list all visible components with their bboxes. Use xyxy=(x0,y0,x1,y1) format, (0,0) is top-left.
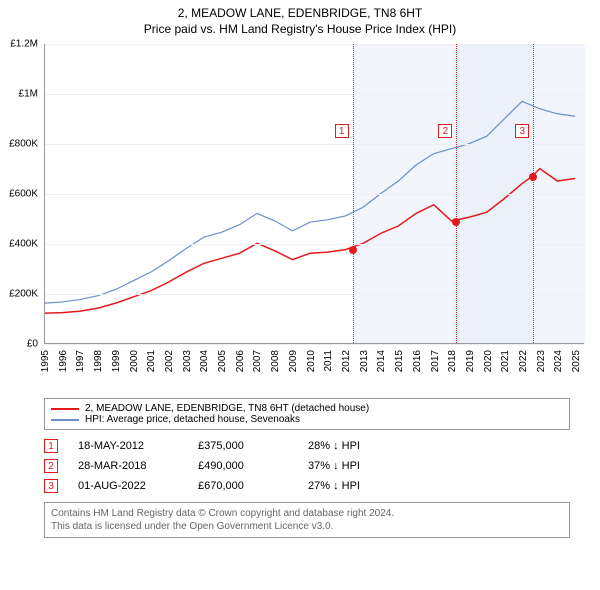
gridline-h xyxy=(45,344,584,345)
y-tick-label: £800K xyxy=(9,139,38,150)
x-tick-label: 2020 xyxy=(483,350,494,372)
x-tick-label: 1998 xyxy=(93,350,104,372)
legend-label: HPI: Average price, detached house, Seve… xyxy=(85,414,300,425)
row-date: 18-MAY-2012 xyxy=(78,440,178,452)
x-tick-label: 1995 xyxy=(40,350,51,372)
x-tick-label: 2019 xyxy=(465,350,476,372)
y-tick-label: £0 xyxy=(27,339,38,350)
x-axis: 1995199619971998199920002001200220032004… xyxy=(44,346,584,390)
gridline-h xyxy=(45,294,584,295)
legend: 2, MEADOW LANE, EDENBRIDGE, TN8 6HT (det… xyxy=(44,398,570,430)
title-line1: 2, MEADOW LANE, EDENBRIDGE, TN8 6HT xyxy=(0,6,600,20)
event-marker: 3 xyxy=(515,124,529,138)
y-tick-label: £1.2M xyxy=(10,39,38,50)
x-tick-label: 1997 xyxy=(75,350,86,372)
row-marker: 3 xyxy=(44,479,58,493)
x-tick-label: 2023 xyxy=(536,350,547,372)
x-tick-label: 2011 xyxy=(323,350,334,372)
x-tick-label: 2010 xyxy=(306,350,317,372)
legend-swatch xyxy=(51,408,79,410)
event-marker: 1 xyxy=(335,124,349,138)
x-tick-label: 2000 xyxy=(129,350,140,372)
footer-line2: This data is licensed under the Open Gov… xyxy=(51,520,563,533)
x-tick-label: 2017 xyxy=(430,350,441,372)
y-axis: £0£200K£400K£600K£800K£1M£1.2M xyxy=(0,44,42,344)
x-tick-label: 2022 xyxy=(518,350,529,372)
x-tick-label: 2015 xyxy=(394,350,405,372)
x-tick-label: 2018 xyxy=(447,350,458,372)
x-tick-label: 2008 xyxy=(270,350,281,372)
x-tick-label: 2003 xyxy=(182,350,193,372)
x-tick-label: 2012 xyxy=(341,350,352,372)
gridline-h xyxy=(45,244,584,245)
y-tick-label: £1M xyxy=(19,89,38,100)
x-tick-label: 2021 xyxy=(500,350,511,372)
x-tick-label: 2024 xyxy=(553,350,564,372)
table-row: 3 01-AUG-2022 £670,000 27% ↓ HPI xyxy=(44,476,570,496)
gridline-h xyxy=(45,144,584,145)
x-tick-label: 2025 xyxy=(571,350,582,372)
chart: £0 £200K £400K £600K £800K £1M £1.2M 1 2 3 1995 1… xyxy=(0,36,600,396)
event-vline xyxy=(456,44,457,343)
row-date: 01-AUG-2022 xyxy=(78,480,178,492)
legend-swatch xyxy=(51,419,79,421)
transaction-dot xyxy=(529,173,537,181)
y-tick-label: £600K xyxy=(9,189,38,200)
title-block: 2, MEADOW LANE, EDENBRIDGE, TN8 6HT Pric… xyxy=(0,0,600,36)
row-price: £490,000 xyxy=(198,460,288,472)
gridline-h xyxy=(45,44,584,45)
event-marker: 2 xyxy=(438,124,452,138)
table-row: 1 18-MAY-2012 £375,000 28% ↓ HPI xyxy=(44,436,570,456)
x-tick-label: 2002 xyxy=(164,350,175,372)
series-hpi xyxy=(45,101,575,303)
x-tick-label: 1999 xyxy=(111,350,122,372)
x-tick-label: 2013 xyxy=(359,350,370,372)
transaction-dot xyxy=(349,246,357,254)
x-tick-label: 2006 xyxy=(235,350,246,372)
gridline-h xyxy=(45,94,584,95)
x-tick-label: 2007 xyxy=(252,350,263,372)
footer: Contains HM Land Registry data © Crown c… xyxy=(44,502,570,538)
series-property xyxy=(45,169,575,314)
plot-area: 1 2 3 xyxy=(44,44,584,344)
transaction-dot xyxy=(452,218,460,226)
row-marker: 1 xyxy=(44,439,58,453)
x-tick-label: 2009 xyxy=(288,350,299,372)
title-line2: Price paid vs. HM Land Registry's House … xyxy=(0,22,600,36)
footer-line1: Contains HM Land Registry data © Crown c… xyxy=(51,507,563,520)
transactions-table: 1 18-MAY-2012 £375,000 28% ↓ HPI 2 28-MAR-201… xyxy=(44,436,570,496)
y-tick-label: £200K xyxy=(9,289,38,300)
x-tick-label: 2001 xyxy=(146,350,157,372)
row-marker: 2 xyxy=(44,459,58,473)
x-tick-label: 2014 xyxy=(376,350,387,372)
y-tick-label: £400K xyxy=(9,239,38,250)
event-vline xyxy=(533,44,534,343)
row-price: £375,000 xyxy=(198,440,288,452)
x-tick-label: 2016 xyxy=(412,350,423,372)
gridline-h xyxy=(45,194,584,195)
x-tick-label: 1996 xyxy=(58,350,69,372)
row-pct: 27% ↓ HPI xyxy=(308,480,408,492)
legend-item: HPI: Average price, detached house, Seve… xyxy=(51,414,563,425)
table-row: 2 28-MAR-2018 £490,000 37% ↓ HPI xyxy=(44,456,570,476)
legend-item: 2, MEADOW LANE, EDENBRIDGE, TN8 6HT (det… xyxy=(51,403,563,414)
row-price: £670,000 xyxy=(198,480,288,492)
x-tick-label: 2004 xyxy=(199,350,210,372)
event-vline xyxy=(353,44,354,343)
row-date: 28-MAR-2018 xyxy=(78,460,178,472)
x-tick-label: 2005 xyxy=(217,350,228,372)
row-pct: 37% ↓ HPI xyxy=(308,460,408,472)
row-pct: 28% ↓ HPI xyxy=(308,440,408,452)
legend-label: 2, MEADOW LANE, EDENBRIDGE, TN8 6HT (det… xyxy=(85,403,369,414)
